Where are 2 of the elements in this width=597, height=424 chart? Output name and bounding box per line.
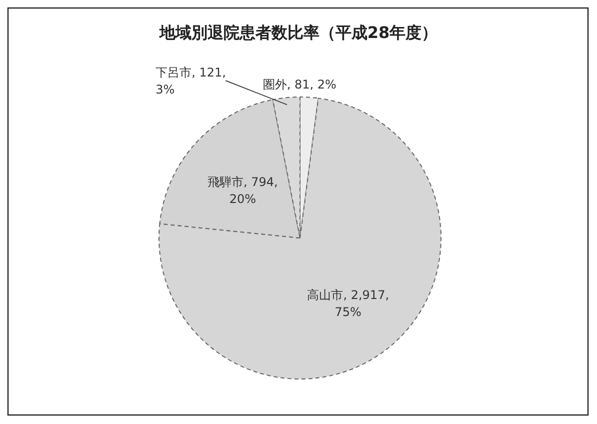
chart-title: 地域別退院患者数比率（平成28年度）: [158, 23, 438, 42]
slice-label: 下呂市, 121, 3%: [156, 66, 226, 97]
